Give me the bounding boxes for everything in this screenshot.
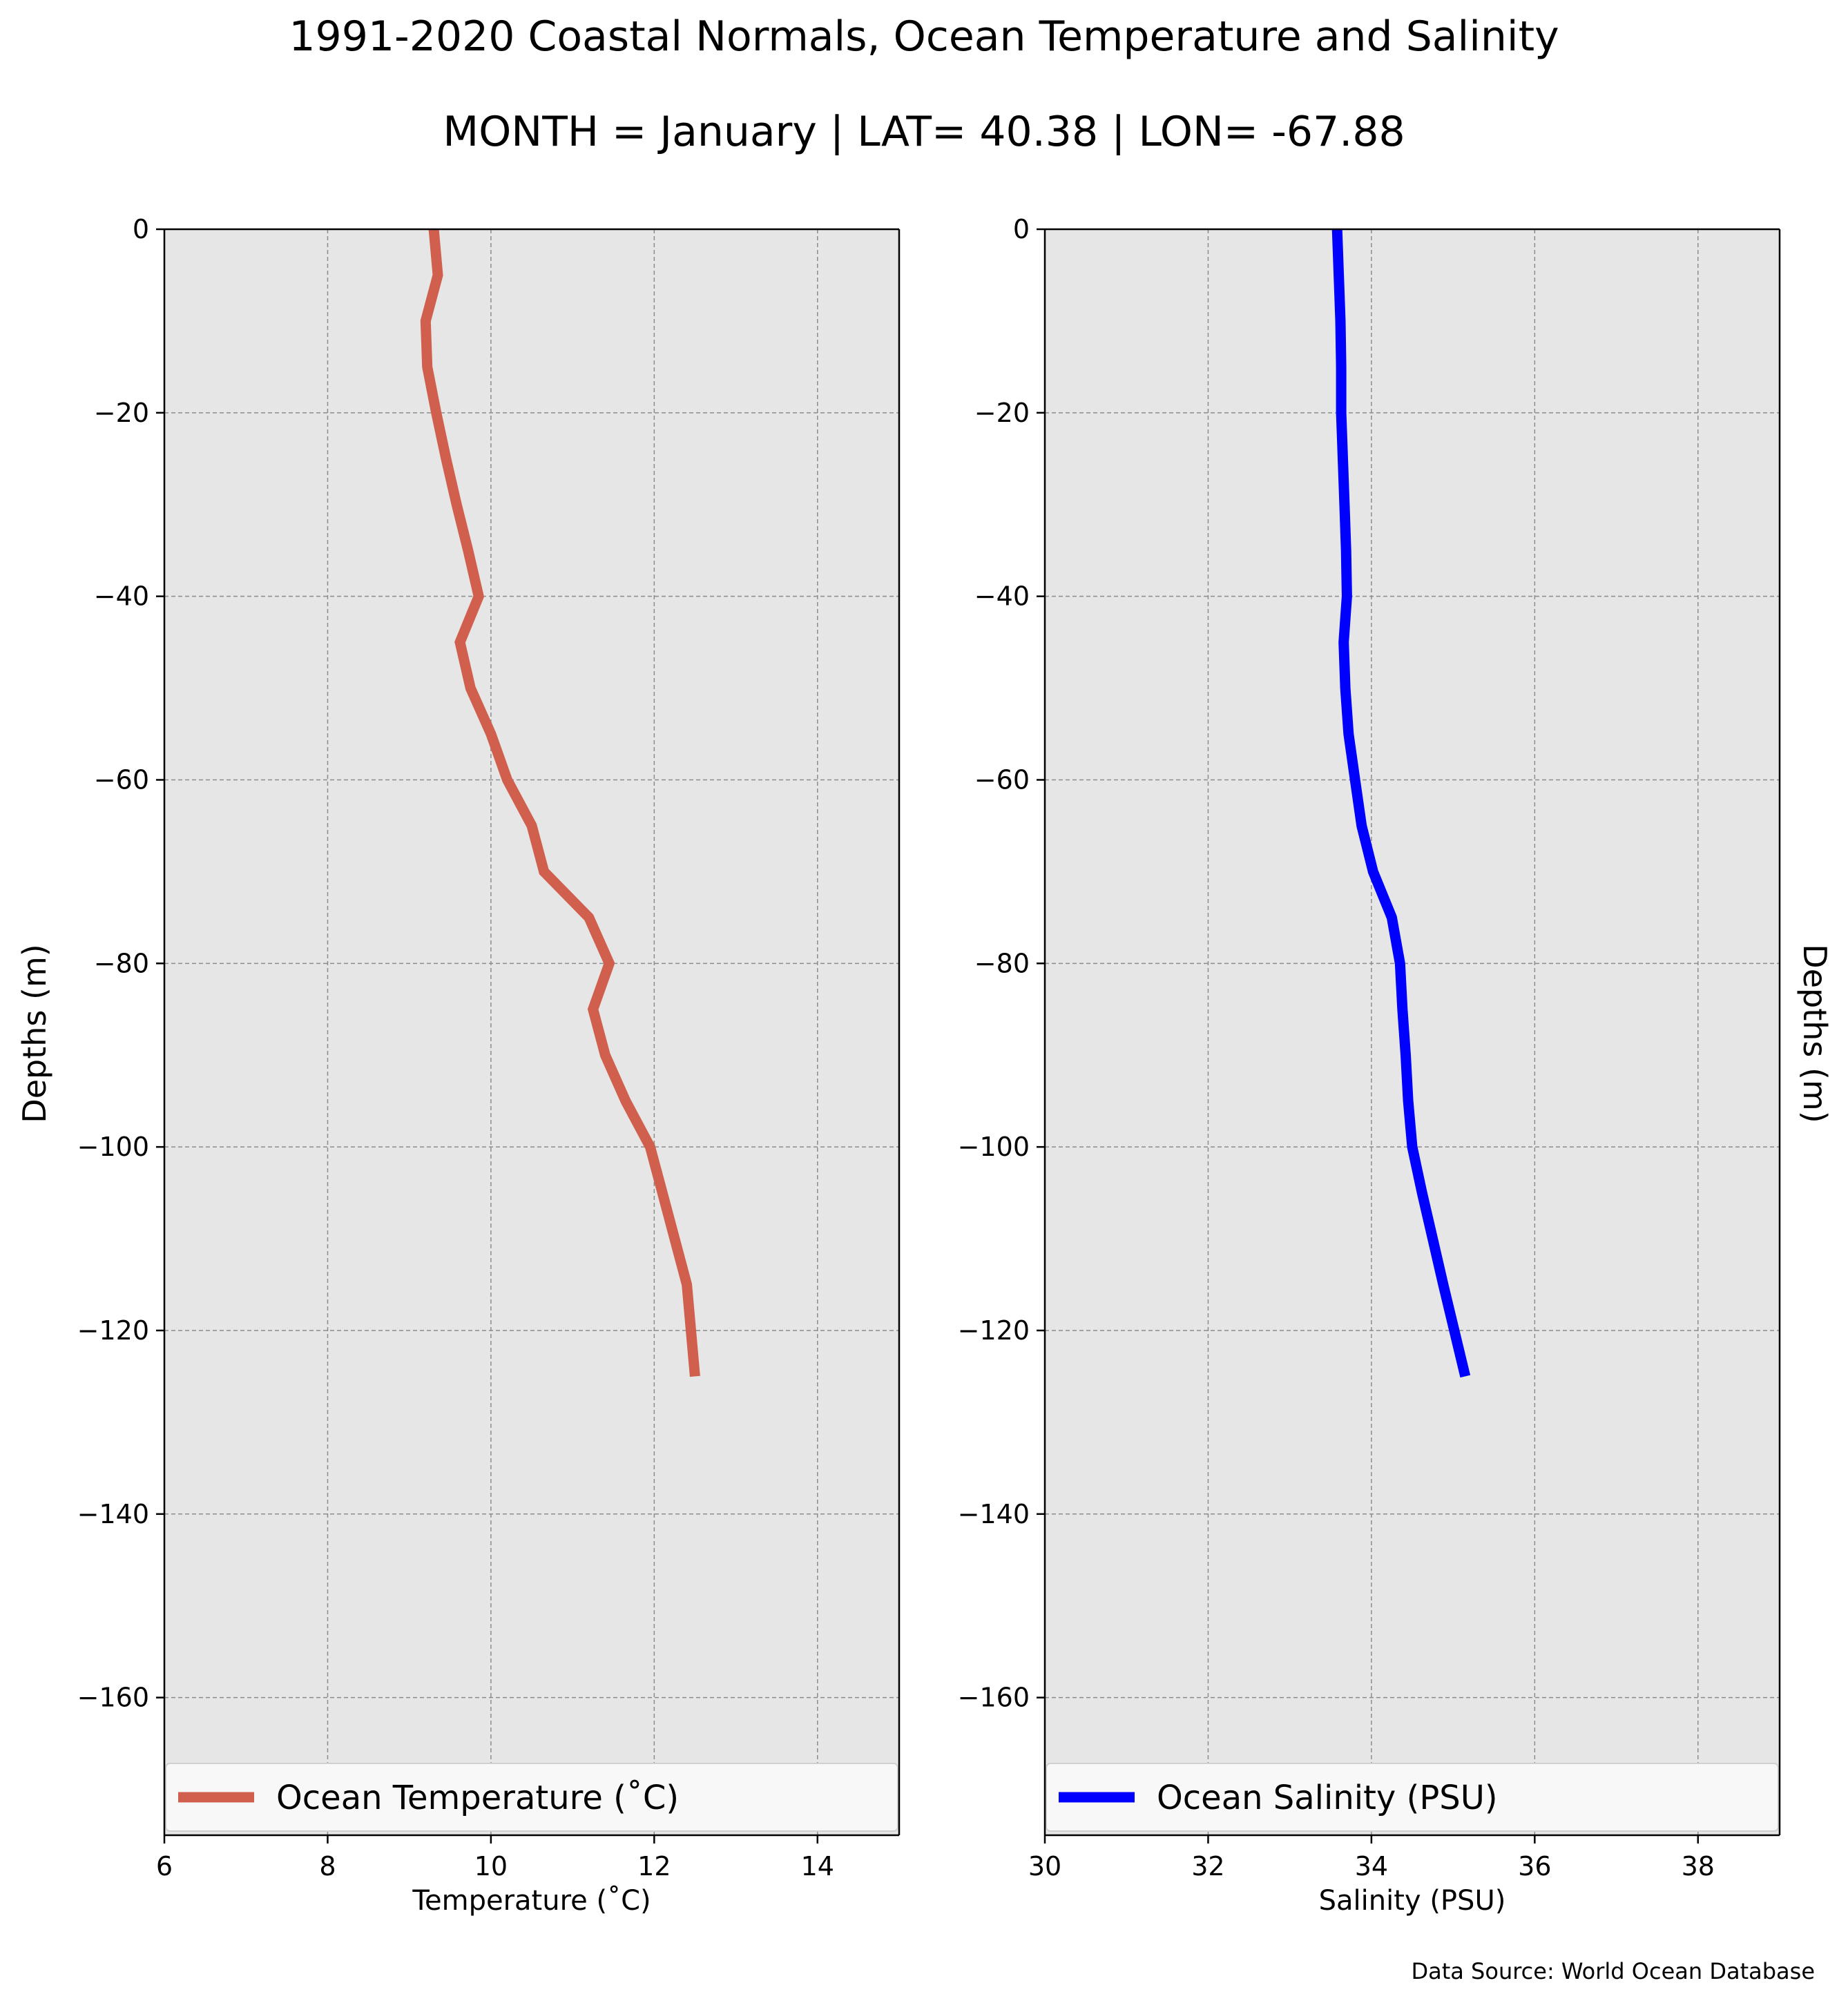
panel-1-xtick-label: 14 xyxy=(801,1851,834,1881)
panel-1-x-axis-label: Temperature (˚C) xyxy=(412,1885,651,1917)
panel-2-ytick-label: 0 xyxy=(1013,214,1030,244)
chart-subtitle: MONTH = January | LAT= 40.38 | LON= -67.… xyxy=(443,108,1405,156)
panel-2-xtick-label: 34 xyxy=(1355,1851,1388,1881)
panel-2-x-axis-label: Salinity (PSU) xyxy=(1319,1885,1506,1917)
panel-1-plot-area xyxy=(164,229,899,1835)
panel-2-legend-label: Ocean Salinity (PSU) xyxy=(1157,1779,1498,1817)
panel-2-ytick-label: −100 xyxy=(958,1132,1030,1162)
panel-1-xtick-label: 12 xyxy=(637,1851,671,1881)
panel-2-xtick-label: 30 xyxy=(1028,1851,1061,1881)
panel-2-ytick-label: −40 xyxy=(974,581,1030,612)
panel-1-ytick-label: −100 xyxy=(77,1132,149,1162)
panel-1-legend-box xyxy=(165,1763,898,1832)
panel-2-ytick-label: −140 xyxy=(958,1499,1030,1529)
panel-2-xtick-label: 32 xyxy=(1191,1851,1224,1881)
panel-2-xtick-label: 38 xyxy=(1682,1851,1715,1881)
panel-2-xtick-label: 36 xyxy=(1518,1851,1551,1881)
panel-2-ytick-label: −120 xyxy=(958,1315,1030,1346)
panel-2-ytick-label: −80 xyxy=(974,948,1030,978)
panel-2-ytick-label: −160 xyxy=(958,1683,1030,1713)
panel-1-ytick-label: −60 xyxy=(94,764,149,795)
panel-1-legend: Ocean Temperature (˚C) xyxy=(165,1763,898,1832)
panel-1-y-axis-label: Depths (m) xyxy=(16,944,53,1123)
panel-2-ytick-label: −20 xyxy=(974,398,1030,428)
panel-2-ytick-label: −60 xyxy=(974,764,1030,795)
panel-1-ytick-label: −40 xyxy=(94,581,149,612)
panel-2-plot-area xyxy=(1045,229,1780,1835)
panel-1-ytick-label: −140 xyxy=(77,1499,149,1529)
panel-2-series-line-1 xyxy=(1331,229,1471,1378)
panel-1-xtick-label: 6 xyxy=(156,1851,173,1881)
panel-1-ytick-label: −160 xyxy=(77,1683,149,1713)
panel-2-legend: Ocean Salinity (PSU) xyxy=(1046,1763,1779,1832)
panel-1-ytick-label: 0 xyxy=(133,214,149,244)
panel-1-ytick-label: −80 xyxy=(94,948,149,978)
panel-1-ytick-label: −20 xyxy=(94,398,149,428)
panel-1-series-line-1 xyxy=(420,229,700,1377)
chart-title: 1991-2020 Coastal Normals, Ocean Tempera… xyxy=(289,12,1559,61)
panel-1-xtick-label: 8 xyxy=(319,1851,336,1881)
panel-2-y-axis-label: Depths (m) xyxy=(1796,944,1833,1123)
panel-2-legend-box xyxy=(1046,1763,1779,1832)
panel-1-xtick-label: 10 xyxy=(474,1851,508,1881)
data-source-note: Data Source: World Ocean Database xyxy=(1411,1958,1815,1984)
panel-1-legend-label: Ocean Temperature (˚C) xyxy=(276,1779,679,1817)
panel-1-ytick-label: −120 xyxy=(77,1315,149,1346)
